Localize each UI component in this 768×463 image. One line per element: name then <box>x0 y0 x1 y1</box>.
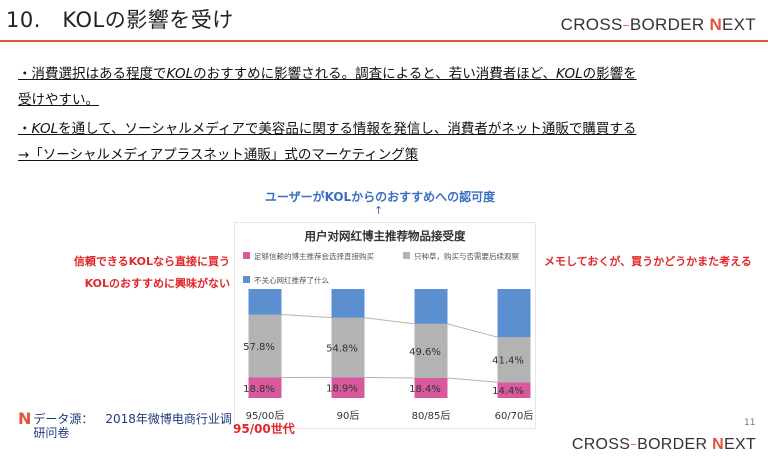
kol-term: KOL <box>556 66 583 82</box>
series-connector-line <box>447 377 498 383</box>
bar-segment <box>414 323 448 378</box>
legend-swatch <box>243 252 250 259</box>
body-line-2: 受けやすい。 <box>18 92 99 108</box>
bar-data-label: 14.4% <box>492 386 524 397</box>
chart-annotation-top: ユーザーがKOLからのおすすめへの認可度 <box>264 190 496 204</box>
bar-data-label: 57.8% <box>243 342 275 353</box>
brand-n: N <box>709 15 723 34</box>
chart-container: 用户对网红博主推荐物品接受度 足够信赖的博主推荐会选择直接购买 只种草，购买与否需… <box>234 222 536 429</box>
chart-title: 用户对网红博主推荐物品接受度 <box>304 229 466 243</box>
series-connector-line <box>364 317 415 325</box>
bar-segment <box>248 314 282 378</box>
legend-label: 足够信赖的博主推荐会选择直接购买 <box>254 251 374 261</box>
bar-data-label: 18.4% <box>409 384 441 395</box>
bar-data-label: 49.6% <box>409 347 441 358</box>
x-tick-label: 60/70后 <box>495 410 534 422</box>
x-tick-label: 90后 <box>337 410 360 422</box>
bar-data-label: 18.8% <box>243 384 275 395</box>
legend-label: 不关心网红推荐了什么 <box>254 275 329 285</box>
kol-term: KOL <box>31 121 59 137</box>
body-text: のおすすめに影響される。調査によると、若い消費者ほど、 <box>193 66 557 82</box>
legend-swatch <box>403 252 410 259</box>
brand-logo-top: CROSS−BORDER NEXT <box>561 15 756 35</box>
brand-ext: EXT <box>723 436 756 453</box>
generation-label: 95/00世代 <box>233 422 295 436</box>
kol-term: KOL <box>166 66 194 82</box>
bar-segment <box>331 317 365 378</box>
brand-word-left: CROSS <box>571 436 631 453</box>
series-connector-line <box>364 376 415 379</box>
bar-segment <box>248 289 282 315</box>
bar-segment <box>414 289 448 324</box>
bar-data-label: 18.9% <box>326 384 358 395</box>
brand-word-right: BORDER <box>629 15 705 34</box>
up-arrow-icon: ↑ <box>374 204 384 217</box>
brand-logo-bottom: CROSS−BORDER NEXT <box>572 436 756 454</box>
bar-segment <box>497 382 531 398</box>
x-tick-label: 95/00后 <box>246 410 285 422</box>
brand-n: N <box>712 436 724 453</box>
data-source: N データ源： 2018年微博电商行业调研问卷 <box>18 409 233 441</box>
body-line-1: ・消費選択はある程度でKOLのおすすめに影響される。調査によると、若い消費者ほど… <box>18 62 637 82</box>
body-line-4: →「ソーシャルメディアプラスネット通販」式のマーケティング策 <box>18 147 419 163</box>
brand-ext: EXT <box>722 15 756 34</box>
bar-segment <box>414 377 448 398</box>
legend-label: 只种草，购买与否需要后续观察 <box>414 251 519 261</box>
body-line-3: ・KOLを通して、ソーシャルメディアで美容品に関する情報を発信し、消費者がネット… <box>18 117 636 137</box>
body-text: ・消費選択はある程度で <box>18 66 167 82</box>
page-title: 10. KOLの影響を受け <box>6 8 234 32</box>
chart-x-ticks: 95/00后 90后 80/85后 60/70后 <box>246 410 534 422</box>
page-number: 11 <box>744 418 756 428</box>
bar-segment <box>331 377 365 398</box>
stacked-bar-chart: 用户对网红博主推荐物品接受度 足够信赖的博主推荐会选择直接购买 只种草，购买与否需… <box>243 229 534 422</box>
chart-bars: 18.8% 57.8% 18.9% 54.8% 18.4% 49.6% 14.4% 41.4% <box>243 289 531 398</box>
title-divider <box>0 40 768 42</box>
series-connector-line <box>281 314 332 319</box>
bar-segment <box>248 377 282 398</box>
bar-data-label: 54.8% <box>326 344 358 355</box>
source-mark-icon: N <box>18 409 32 428</box>
right-label-think-later: メモしておくが、買うかどうかまた考える <box>544 255 752 268</box>
bar-segment <box>331 289 365 318</box>
series-connector-line <box>447 323 498 338</box>
x-tick-label: 80/85后 <box>412 410 451 422</box>
brand-dash: − <box>630 438 638 451</box>
brand-word-left: CROSS <box>560 15 623 34</box>
legend-swatch <box>243 276 250 283</box>
body-text: を通して、ソーシャルメディアで美容品に関する情報を発信し、消費者がネット通販で購… <box>58 121 637 137</box>
bar-data-label: 41.4% <box>492 356 524 367</box>
brand-dash: − <box>622 18 630 33</box>
body-text: の影響を <box>582 66 637 82</box>
bar-segment <box>497 289 531 338</box>
body-text: ・ <box>18 121 32 137</box>
brand-word-right: BORDER <box>637 436 708 453</box>
left-label-not-interested: KOLのおすすめに興味がない <box>84 277 230 290</box>
bar-segment <box>497 337 531 383</box>
left-label-direct-buy: 信頼できるKOLなら直接に買う <box>73 255 230 268</box>
source-text: データ源： 2018年微博电商行业调研问卷 <box>33 412 232 440</box>
